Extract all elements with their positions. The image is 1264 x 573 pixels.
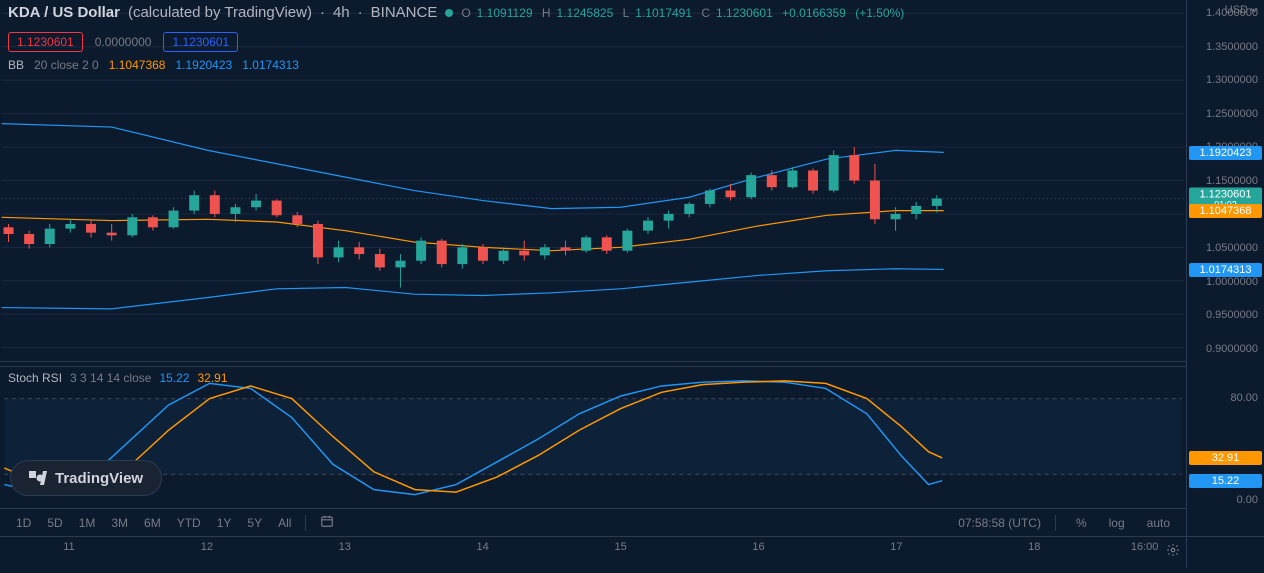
chart-root: KDA / US Dollar (calculated by TradingVi…: [0, 0, 1264, 573]
interval-1m[interactable]: 1M: [73, 514, 102, 532]
price-pane[interactable]: KDA / US Dollar (calculated by TradingVi…: [0, 0, 1186, 362]
symbol-name[interactable]: KDA / US Dollar: [8, 4, 120, 21]
calendar-icon[interactable]: [314, 512, 340, 533]
interval-all[interactable]: All: [272, 514, 297, 532]
rsi-y-tick: 0.00: [1237, 494, 1258, 506]
pill-blue[interactable]: 1.1230601: [163, 32, 238, 52]
y-tick: 0.9000000: [1206, 343, 1258, 355]
rsi-y-tick: 80.00: [1230, 392, 1258, 404]
x-tick: 12: [201, 541, 213, 553]
price-tag: 1.1920423: [1189, 146, 1262, 160]
rsi-name: Stoch RSI: [8, 371, 62, 385]
y-tick: 1.0500000: [1206, 242, 1258, 254]
interval-1y[interactable]: 1Y: [211, 514, 238, 532]
rsi-tag: 32.91: [1189, 451, 1262, 465]
bar-right: 07:58:58 (UTC) % logauto: [958, 514, 1176, 532]
y-tick: 1.2500000: [1206, 108, 1258, 120]
y-tick: 1.3500000: [1206, 41, 1258, 53]
y-axis[interactable]: USD 1.40000001.35000001.30000001.2500000…: [1186, 0, 1264, 536]
x-tick: 11: [63, 541, 74, 553]
y-tick: 1.4000000: [1206, 7, 1258, 19]
x-tick: 17: [890, 541, 902, 553]
row-pills: 1.1230601 0.0000000 1.1230601: [8, 32, 238, 52]
dot-sep: ·: [358, 4, 363, 21]
rsi-plot: [0, 367, 1186, 506]
scale-%[interactable]: %: [1070, 514, 1093, 532]
symbol-header: KDA / US Dollar (calculated by TradingVi…: [8, 4, 1178, 21]
x-axis[interactable]: 11 12 13 14 15 16 17 18 16:00: [0, 536, 1186, 568]
bb-params: 20 close 2 0: [34, 58, 99, 72]
symbol-provider: (calculated by TradingView): [128, 4, 312, 21]
x-tick: 16: [752, 541, 764, 553]
interval-ytd[interactable]: YTD: [171, 514, 207, 532]
rsi-tag: 15.22: [1189, 474, 1262, 488]
bb-mid-value: 1.1047368: [109, 58, 166, 72]
interval-3m[interactable]: 3M: [105, 514, 134, 532]
rsi-d-value: 32.91: [197, 371, 227, 385]
pill-red[interactable]: 1.1230601: [8, 32, 83, 52]
price-plot: [0, 0, 1186, 361]
interval-6m[interactable]: 6M: [138, 514, 167, 532]
axis-corner: [1186, 536, 1264, 568]
interval-bar: 1D5D 1M3M6MYTD1Y5YAll 07:58:58 (UTC) % log…: [0, 508, 1186, 536]
interval-1d[interactable]: 1D: [10, 514, 37, 532]
bb-legend[interactable]: BB 20 close 2 0 1.1047368 1.1920423 1.01…: [8, 58, 299, 72]
tv-icon: [29, 469, 47, 487]
scale-log[interactable]: log: [1103, 514, 1131, 532]
tradingview-logo[interactable]: TradingView: [10, 460, 162, 496]
x-tick: 14: [477, 541, 489, 553]
pill-neutral: 0.0000000: [95, 35, 152, 49]
gear-icon[interactable]: [1166, 543, 1180, 560]
main-area: KDA / US Dollar (calculated by TradingVi…: [0, 0, 1186, 536]
interval-buttons: 1D5D 1M3M6MYTD1Y5YAll: [10, 514, 297, 532]
x-tick: 13: [339, 541, 351, 553]
scale-auto[interactable]: auto: [1141, 514, 1176, 532]
y-tick: 1.0000000: [1206, 276, 1258, 288]
rsi-pane[interactable]: Stoch RSI 3 3 14 14 close 15.22 32.91 Tr…: [0, 366, 1186, 506]
bb-name: BB: [8, 58, 24, 72]
rsi-k-value: 15.22: [159, 371, 189, 385]
x-tick: 18: [1028, 541, 1040, 553]
dot-sep: ·: [320, 4, 325, 21]
x-tick: 15: [614, 541, 626, 553]
interval-5y[interactable]: 5Y: [241, 514, 268, 532]
x-tick: 16:00: [1131, 541, 1159, 553]
exchange-label[interactable]: BINANCE: [371, 4, 438, 21]
y-tick: 1.1500000: [1206, 175, 1258, 187]
rsi-legend[interactable]: Stoch RSI 3 3 14 14 close 15.22 32.91: [8, 371, 228, 385]
separator: [1055, 515, 1056, 531]
y-tick: 1.3000000: [1206, 74, 1258, 86]
clock-readout: 07:58:58 (UTC): [958, 516, 1041, 530]
market-status-icon: [445, 9, 453, 17]
interval-label[interactable]: 4h: [333, 4, 350, 21]
price-tag: 1.0174313: [1189, 263, 1262, 277]
bb-lower-value: 1.0174313: [242, 58, 299, 72]
bb-upper-value: 1.1920423: [175, 58, 232, 72]
y-tick: 0.9500000: [1206, 309, 1258, 321]
separator: [305, 515, 306, 531]
rsi-params: 3 3 14 14 close: [70, 371, 151, 385]
price-tag: 1.1047368: [1189, 204, 1262, 218]
ohlc-readout: O1.1091129 H1.1245825 L1.1017491 C1.1230…: [461, 6, 910, 20]
tv-text: TradingView: [55, 470, 143, 487]
interval-5d[interactable]: 5D: [41, 514, 68, 532]
